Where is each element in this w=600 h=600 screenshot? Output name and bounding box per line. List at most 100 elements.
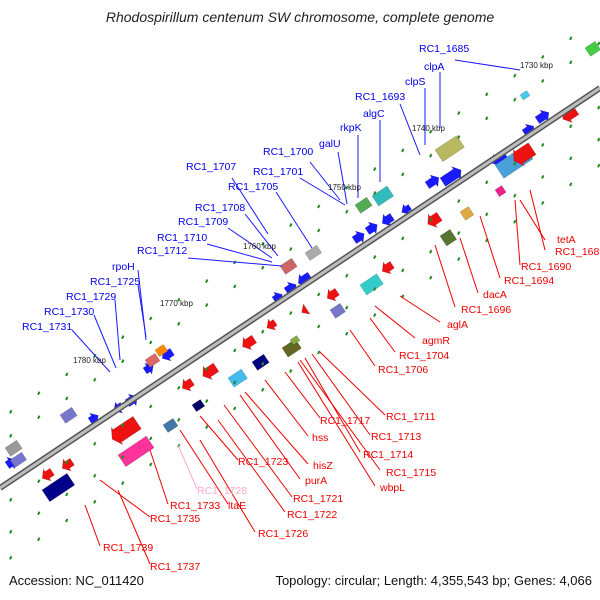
feature-box — [304, 244, 322, 261]
feature-box-shape — [162, 417, 179, 433]
tick — [317, 228, 321, 233]
feature-box — [359, 273, 384, 296]
tick — [261, 329, 265, 334]
leader-rc1-1705 — [275, 191, 313, 249]
forward-gene — [351, 230, 365, 245]
tick-marks — [9, 36, 600, 560]
gene-label-clps: clpS — [405, 76, 425, 88]
forward-gene-shape — [534, 109, 550, 125]
leader-rc1-1712 — [187, 257, 283, 267]
leader-rc1-1711 — [319, 351, 386, 416]
kbp-label: 1760 kbp — [243, 242, 276, 251]
tick — [121, 455, 125, 460]
leader-rc1-1707 — [231, 177, 269, 235]
leader-daca — [459, 237, 479, 294]
tick — [177, 321, 181, 326]
gene-label-rc1-1730: RC1_1730 — [44, 306, 94, 318]
feature-box — [4, 439, 23, 457]
gene-label-rc1-1733: RC1_1733 — [170, 500, 220, 512]
tick — [513, 219, 517, 224]
gene-label-teta: tetA — [557, 234, 576, 246]
tick — [9, 529, 13, 534]
tick — [233, 406, 237, 411]
tick — [569, 182, 573, 187]
feature-box — [329, 302, 346, 319]
gene-label-rc1-1707: RC1_1707 — [186, 161, 236, 173]
tick — [345, 185, 349, 190]
feature-box-shape — [251, 353, 270, 371]
gene-label-rkpk: rkpK — [340, 122, 362, 134]
feature-box — [434, 135, 465, 162]
tick — [205, 279, 209, 284]
tick — [373, 191, 377, 195]
feature-box — [281, 338, 302, 358]
tick — [121, 359, 125, 364]
tick — [429, 153, 433, 158]
leader-rc1-1701 — [299, 177, 346, 206]
feature-box-shape — [359, 273, 384, 296]
tick — [485, 180, 489, 185]
tick — [373, 287, 377, 291]
feature-box — [41, 473, 76, 502]
feature-box-shape — [279, 257, 298, 275]
reverse-gene-shape — [242, 334, 257, 351]
feature-box — [279, 257, 298, 275]
tick — [261, 361, 265, 366]
feature-box — [59, 406, 78, 424]
leader-hisz — [244, 391, 309, 465]
kbp-label: 1780 kbp — [73, 356, 106, 365]
forward-gene-shape — [351, 230, 365, 245]
tick — [401, 172, 405, 177]
gene-label-rc1-1729: RC1_1729 — [66, 291, 116, 303]
tick — [289, 369, 293, 374]
tick — [65, 518, 69, 523]
gene-label-rc1-1710: RC1_1710 — [157, 232, 207, 244]
feature-box-shape — [354, 196, 373, 214]
tick — [205, 399, 209, 404]
tick — [233, 348, 237, 353]
tick — [485, 212, 489, 217]
tick — [289, 311, 293, 316]
reverse-gene-shape — [181, 377, 195, 392]
leader-rc1-1731 — [71, 329, 111, 373]
kbp-labels: 1730 kbp 1740 kbp 1750 kbp 1760 kbp 1770 kbp… — [73, 61, 553, 365]
tick — [205, 425, 209, 430]
gene-label-rc1-1739: RC1_1739 — [103, 542, 153, 554]
feature-box — [117, 435, 155, 467]
tick — [93, 473, 97, 478]
gene-label-rc1-1711: RC1_1711 — [386, 411, 436, 423]
tick — [289, 343, 293, 348]
gene-label-ltae: ltaE — [228, 500, 246, 512]
leader-hss — [264, 379, 309, 437]
forward-gene — [439, 166, 462, 187]
feature-box — [162, 417, 179, 433]
gene-tracks — [4, 40, 600, 502]
leader-rc1-1730 — [93, 314, 117, 369]
tick — [345, 209, 349, 214]
leader-rc1-1726 — [199, 439, 256, 533]
feature-box-shape — [289, 335, 301, 346]
forward-gene — [424, 174, 440, 190]
tick — [597, 105, 600, 110]
feature-box-shape — [4, 439, 23, 457]
feature-box — [191, 399, 206, 413]
feature-box — [519, 90, 531, 101]
feature-box-shape — [439, 228, 457, 247]
gene-label-rc1-1731: RC1_1731 — [22, 321, 72, 333]
tick — [569, 60, 573, 65]
tick — [373, 255, 377, 259]
tick — [541, 175, 545, 179]
leader-rc1-1713 — [311, 353, 371, 436]
feature-box — [439, 228, 457, 247]
tick — [149, 436, 153, 441]
feature-box-shape — [304, 244, 322, 261]
gene-label-hisz: hisZ — [313, 460, 333, 472]
tick — [401, 148, 405, 153]
tick — [345, 273, 349, 278]
leader-rc1-1739 — [84, 504, 101, 547]
forward-gene — [534, 109, 550, 125]
leader-galu — [337, 151, 348, 205]
tick — [485, 92, 489, 97]
forward-gene-shape — [424, 174, 440, 190]
